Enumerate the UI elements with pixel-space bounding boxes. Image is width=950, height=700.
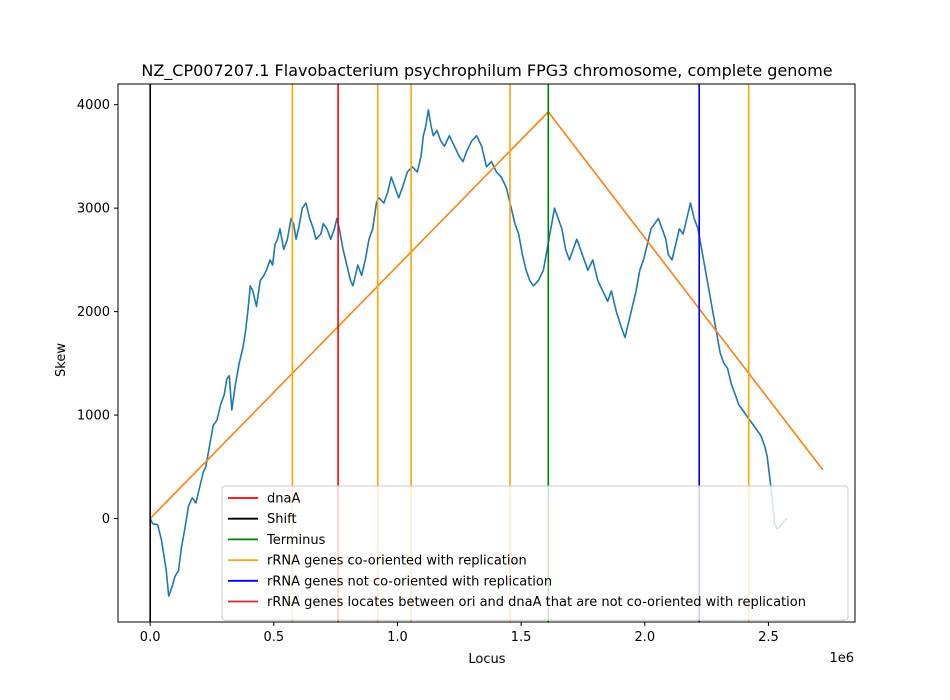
x-axis-offset-label: 1e6: [829, 651, 854, 666]
x-tick-label: 1.5: [511, 630, 532, 645]
y-tick-label: 4000: [77, 98, 110, 113]
y-tick-label: 1000: [77, 409, 110, 424]
x-tick-label: 0.5: [263, 630, 284, 645]
y-tick-label: 2000: [77, 305, 110, 320]
y-tick-label: 0: [102, 512, 110, 527]
chart-title: NZ_CP007207.1 Flavobacterium psychrophil…: [141, 61, 832, 81]
legend-box: [221, 485, 849, 621]
skew-line: [149, 109, 788, 597]
x-tick-label: 2.0: [634, 630, 655, 645]
x-tick-label: 1.0: [387, 630, 408, 645]
x-tick-label: 0.0: [140, 630, 161, 645]
y-tick-label: 3000: [77, 202, 110, 217]
legend-label: dnaA: [267, 492, 300, 507]
x-tick-label: 2.5: [758, 630, 779, 645]
legend-label: rRNA genes not co-oriented with replicat…: [267, 574, 552, 589]
axes: 0.0 0.5 1.0 1.5 2.0 2.5 0 1000 2000 3000 4000: [77, 83, 856, 645]
legend-label: rRNA genes co-oriented with replication: [267, 554, 527, 569]
x-axis-title: Locus: [468, 652, 505, 667]
legend: dnaA Shift Terminus rRNA genes co-oriented …: [221, 485, 849, 621]
y-axis-title: Skew: [54, 343, 69, 377]
legend-label: rRNA genes locates between ori and dnaA …: [267, 595, 806, 610]
axes-frame: [117, 83, 856, 623]
legend-label: Terminus: [266, 533, 326, 548]
legend-label: Shift: [267, 512, 297, 527]
